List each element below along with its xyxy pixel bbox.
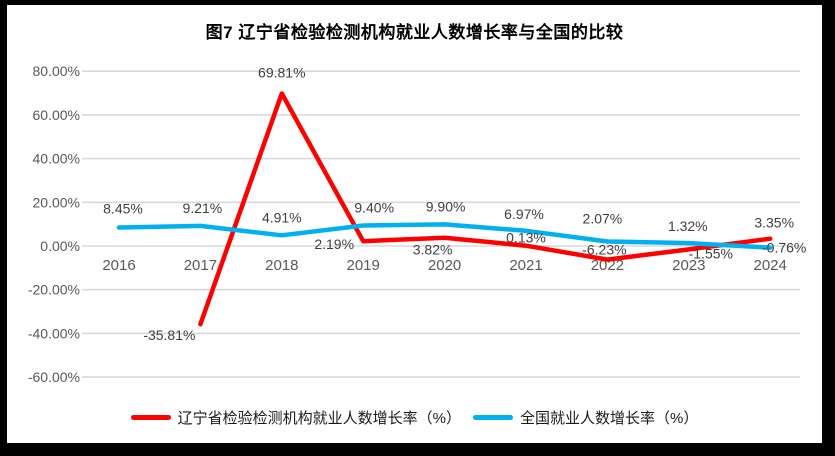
x-axis-tick-label: 2022 xyxy=(591,257,624,274)
x-axis-tick-label: 2018 xyxy=(265,257,298,274)
x-axis-tick-label: 2019 xyxy=(347,257,380,274)
data-label: 8.45% xyxy=(103,201,143,217)
line-chart: 80.00% 60.00% 40.00% 20.00% 0.00% -20.00% -40.… xyxy=(28,63,807,385)
data-label: 9.21% xyxy=(183,200,223,216)
y-axis-tick-label: -60.00% xyxy=(28,369,80,385)
data-label: 3.82% xyxy=(413,242,453,258)
data-label: 9.40% xyxy=(354,200,394,216)
y-axis-tick-label: 60.00% xyxy=(33,107,80,123)
data-label: -0.76% xyxy=(762,240,806,256)
series-line-national xyxy=(116,222,773,250)
x-axis-tick-label: 2017 xyxy=(184,257,217,274)
data-label: 4.91% xyxy=(262,209,302,225)
x-axis-tick-label: 2024 xyxy=(754,257,787,274)
chart-legend: 辽宁省检验检测机构就业人数增长率（%） 全国就业人数增长率（%） xyxy=(7,405,822,429)
x-axis-tick-label: 2016 xyxy=(102,257,135,274)
x-axis-tick-label: 2021 xyxy=(509,257,542,274)
chart-canvas: 图7 辽宁省检验检测机构就业人数增长率与全国的比较 80.00% 60.00% 40… xyxy=(7,5,822,443)
data-label: 69.81% xyxy=(258,65,305,81)
legend-item-national: 全国就业人数增长率（%） xyxy=(473,407,698,428)
legend-swatch-liaoning-icon xyxy=(130,414,171,420)
data-label: -1.55% xyxy=(689,245,733,261)
y-axis-tick-label: -20.00% xyxy=(28,282,80,298)
data-label: -6.23% xyxy=(582,242,626,258)
data-label: 9.90% xyxy=(426,198,466,214)
legend-label-national: 全国就业人数增长率（%） xyxy=(520,409,699,427)
x-axis-tick-label: 2020 xyxy=(428,257,461,274)
data-label: 2.07% xyxy=(583,211,623,227)
y-axis-tick-label: 40.00% xyxy=(33,151,80,167)
y-axis-tick-label: -40.00% xyxy=(28,325,80,341)
legend-label-liaoning: 辽宁省检验检测机构就业人数增长率（%） xyxy=(177,409,461,427)
chart-title: 图7 辽宁省检验检测机构就业人数增长率与全国的比较 xyxy=(205,23,624,42)
y-axis-tick-label: 20.00% xyxy=(33,194,80,210)
legend-swatch-national-icon xyxy=(473,414,513,420)
data-label: 0.13% xyxy=(506,230,546,246)
y-axis-tick-label: 80.00% xyxy=(33,63,80,79)
data-label: -35.81% xyxy=(143,327,195,343)
data-label: 2.19% xyxy=(314,236,354,252)
legend-item-liaoning: 辽宁省检验检测机构就业人数增长率（%） xyxy=(130,407,461,428)
series-line-liaoning xyxy=(198,91,773,327)
y-axis-tick-label: 0.00% xyxy=(40,238,80,254)
data-label: 3.35% xyxy=(754,215,794,231)
data-label: 6.97% xyxy=(504,206,544,222)
x-axis-tick-label: 2023 xyxy=(672,257,705,274)
data-label: 1.32% xyxy=(668,218,708,234)
